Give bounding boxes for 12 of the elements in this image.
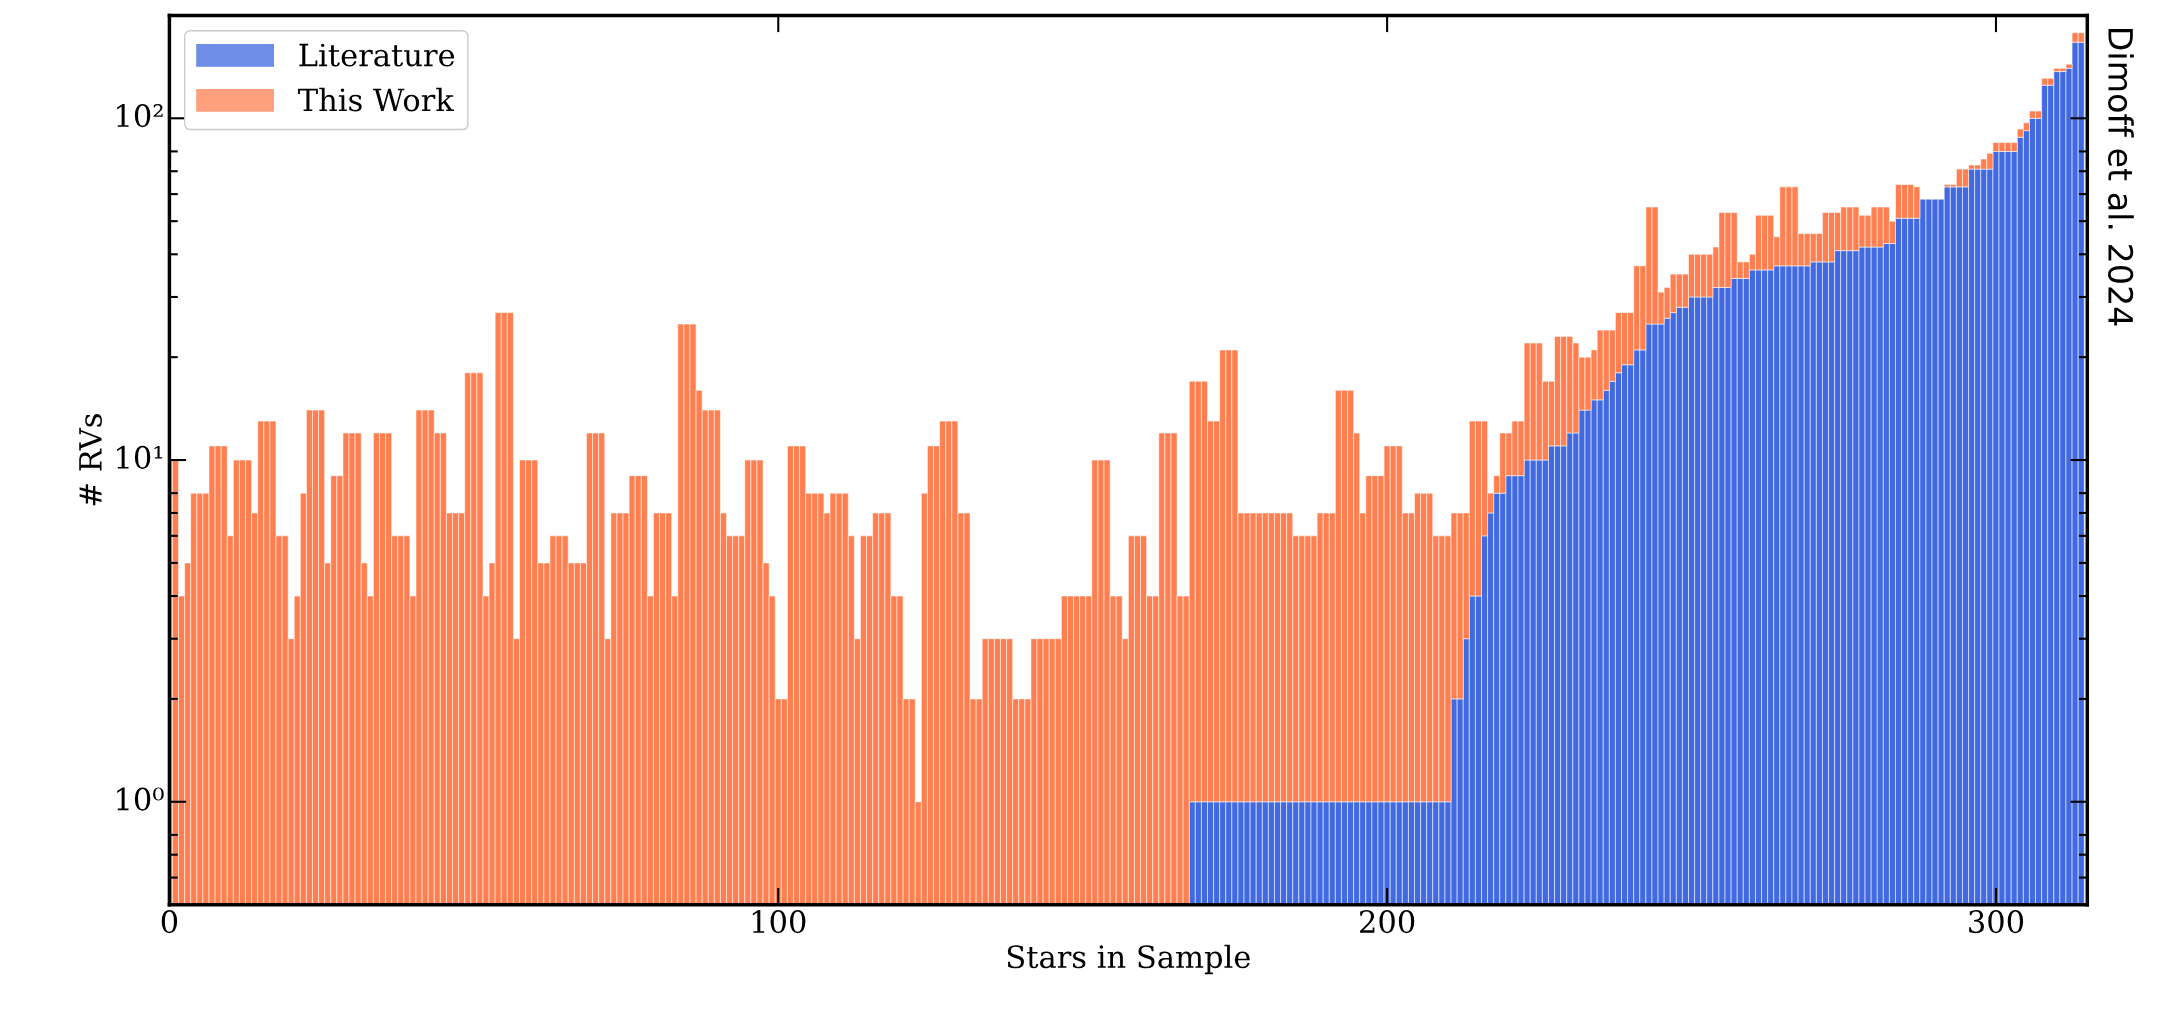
x-axis-title: Stars in Sample	[1007, 944, 1250, 975]
x-tick-label: 100	[752, 910, 806, 934]
x-tick-label: 0	[161, 910, 178, 934]
y-axis-title: # RVs	[79, 414, 102, 506]
y-tick-label: 10²	[117, 104, 163, 128]
y-tick-label: 10⁰	[117, 787, 164, 811]
legend-label: Literature	[299, 43, 455, 67]
x-tick-label: 200	[1360, 910, 1415, 934]
y-tick-label: 10¹	[117, 445, 163, 469]
text: Dimoff et al. 2024	[2108, 28, 2134, 326]
legend-label: This Work	[298, 87, 455, 112]
x-tick-label: 300	[1969, 910, 2024, 934]
